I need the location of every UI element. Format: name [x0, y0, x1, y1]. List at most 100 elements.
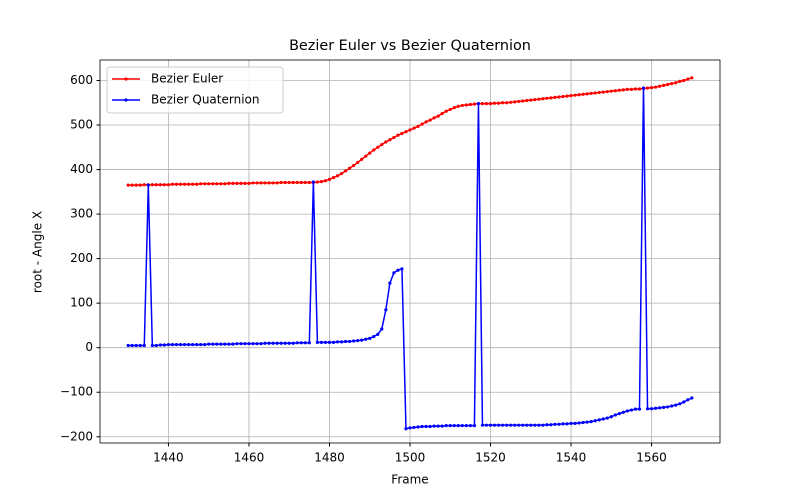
- point: [658, 84, 662, 88]
- point: [331, 340, 336, 344]
- point: [488, 423, 493, 427]
- y-tick-label: 200: [70, 251, 93, 265]
- point: [541, 97, 545, 101]
- point: [509, 100, 513, 104]
- point: [537, 423, 541, 427]
- point: [666, 405, 670, 409]
- point: [553, 422, 557, 426]
- point: [593, 419, 597, 423]
- plot-frame: [99, 59, 721, 444]
- point: [666, 82, 670, 87]
- point: [625, 409, 630, 413]
- point: [549, 423, 553, 427]
- point: [521, 423, 525, 427]
- chart-title: Bezier Euler vs Bezier Quaternion: [289, 38, 531, 54]
- point: [577, 93, 581, 97]
- point: [174, 182, 179, 186]
- point: [682, 78, 686, 83]
- point: [279, 341, 283, 345]
- point: [323, 340, 328, 344]
- point: [303, 341, 307, 345]
- point: [384, 140, 388, 144]
- point: [327, 340, 332, 344]
- point: [259, 342, 263, 346]
- point: [219, 342, 223, 346]
- point: [597, 418, 601, 422]
- point: [625, 87, 630, 91]
- point: [376, 145, 380, 149]
- point: [605, 90, 609, 94]
- point: [331, 175, 336, 180]
- point: [621, 88, 625, 92]
- point: [372, 334, 376, 339]
- point: [460, 103, 464, 108]
- point: [162, 343, 167, 347]
- legend-label: Bezier Quaternion: [151, 93, 259, 107]
- point: [223, 182, 227, 186]
- point: [199, 342, 203, 347]
- point: [480, 102, 485, 106]
- point: [295, 180, 299, 185]
- point: [195, 182, 199, 186]
- point: [440, 424, 444, 428]
- point: [368, 151, 372, 155]
- point: [323, 179, 328, 183]
- point: [662, 405, 666, 409]
- point: [633, 87, 638, 91]
- point: [400, 131, 404, 136]
- point: [432, 116, 436, 120]
- point: [484, 102, 489, 106]
- point: [227, 342, 231, 346]
- point: [231, 342, 235, 346]
- point: [400, 267, 404, 271]
- point: [484, 423, 489, 427]
- point: [609, 89, 613, 93]
- point: [468, 102, 472, 107]
- point: [215, 342, 219, 346]
- point: [178, 342, 183, 347]
- point: [569, 421, 573, 426]
- point: [396, 133, 400, 137]
- point: [380, 327, 384, 331]
- point: [581, 92, 585, 96]
- point: [541, 423, 545, 427]
- y-tick-label: 100: [70, 296, 93, 310]
- point: [339, 340, 344, 344]
- x-tick-label: 1500: [395, 451, 426, 465]
- point: [319, 179, 324, 184]
- point: [376, 332, 380, 336]
- point: [215, 182, 219, 186]
- point: [492, 423, 497, 427]
- point: [130, 183, 134, 187]
- point: [573, 421, 577, 426]
- point: [283, 180, 287, 185]
- point: [134, 343, 138, 348]
- point: [343, 169, 348, 173]
- point: [565, 422, 569, 426]
- point: [239, 181, 243, 185]
- point: [315, 180, 320, 184]
- point: [380, 143, 384, 147]
- point: [275, 181, 279, 185]
- point: [472, 424, 477, 428]
- point: [384, 308, 388, 312]
- point: [444, 424, 448, 428]
- point: [557, 95, 561, 99]
- legend-label: Bezier Euler: [151, 72, 223, 86]
- point: [464, 424, 468, 428]
- point: [613, 413, 617, 417]
- point: [251, 342, 255, 346]
- point: [500, 423, 505, 427]
- point: [343, 339, 348, 344]
- y-axis-label: root - Angle X: [31, 211, 45, 293]
- point: [424, 424, 428, 429]
- point: [299, 341, 303, 345]
- point: [146, 183, 150, 187]
- point: [513, 100, 517, 104]
- point: [203, 342, 207, 347]
- point: [235, 181, 239, 185]
- point: [678, 79, 682, 83]
- point: [219, 182, 223, 186]
- point: [505, 101, 509, 105]
- point: [549, 96, 553, 100]
